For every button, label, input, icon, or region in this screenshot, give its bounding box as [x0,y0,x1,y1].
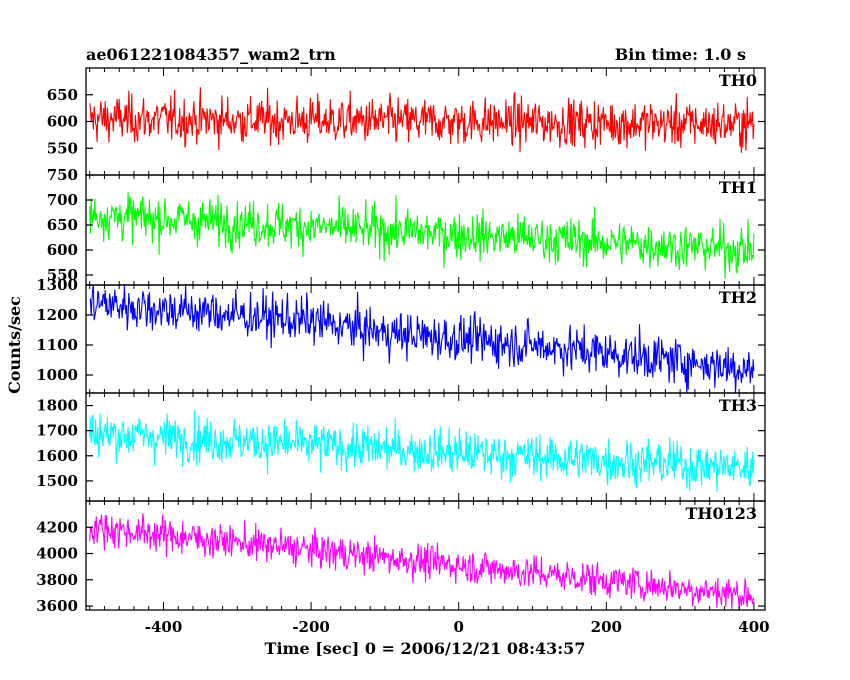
y-tick-label: 1600 [36,447,78,465]
series-line-th2 [89,285,755,393]
panel-label-th2: TH2 [719,288,757,307]
y-tick-label: 1700 [36,422,78,440]
y-tick-label: 1500 [36,472,78,490]
series-line-th0 [89,87,755,153]
y-tick-label: 1100 [36,336,78,354]
y-tick-label: 4000 [36,545,78,563]
panel-th1: 550 600 650 700 750 TH1 [47,166,766,286]
y-tick-label: 550 [47,139,78,157]
y-tick-label: 650 [47,216,78,234]
panel-th2: 1000 1100 1200 1300 TH2 [36,276,766,394]
x-tick-label: 0 [453,618,463,636]
x-tick-label: 200 [591,618,622,636]
panels-group: 550 600 650 TH0 550 600 650 700 750 TH1 1000 1100 12… [36,67,766,615]
panel-th3: 1500 1600 1700 1800 TH3 [36,392,766,502]
x-axis-label: Time [sec] 0 = 2006/12/21 08:43:57 [265,639,586,658]
y-tick-label: 1200 [36,306,78,324]
y-tick-label: 650 [47,86,78,104]
y-tick-label: 1800 [36,397,78,415]
y-tick-label: 700 [47,191,78,209]
x-tick-label: 400 [738,618,769,636]
figure-title: ae061221084357_wam2_trn [86,45,336,64]
y-tick-label: 3800 [36,571,78,589]
y-tick-label: 600 [47,113,78,131]
bin-time-label: Bin time: 1.0 s [615,45,746,64]
y-tick-label: 600 [47,241,78,259]
x-tick-label: -400 [145,618,183,636]
y-tick-label: 1300 [36,276,78,294]
panel-label-th0: TH0 [719,71,757,90]
y-tick-label: 550 [47,266,78,284]
panel-th0: 550 600 650 TH0 [47,67,766,176]
y-tick-label: 750 [47,166,78,184]
x-axis: -400 -200 0 200 400 [145,618,770,636]
series-line-th0123 [89,513,755,610]
panel-label-th1: TH1 [719,178,757,197]
y-tick-label: 3600 [36,597,78,615]
y-tick-label: 1000 [36,366,78,384]
y-tick-label: 4200 [36,518,78,536]
series-line-th1 [89,192,755,279]
series-line-th3 [89,410,755,493]
panel-label-th3: TH3 [719,396,757,415]
panel-label-th0123: TH0123 [685,504,757,523]
y-axis-label: Counts/sec [5,296,24,394]
x-tick-label: -200 [292,618,330,636]
panel-th0123: 3600 3800 4000 4200 TH0123 [36,500,766,615]
panel-frame [85,500,766,611]
